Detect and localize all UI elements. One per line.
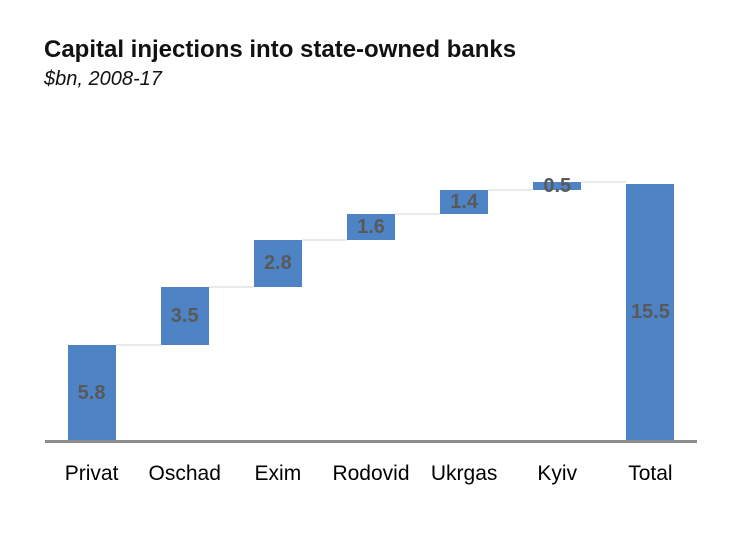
- x-axis-label-privat: Privat: [64, 462, 119, 485]
- connector-line: [395, 212, 441, 215]
- connector-line: [581, 181, 627, 184]
- x-axis-label-ukrgas: Ukrgas: [430, 462, 498, 485]
- bar-total: [626, 183, 675, 441]
- x-axis-label-kyiv: Kyiv: [537, 462, 578, 485]
- bar-exim: [253, 240, 302, 287]
- bar-kyiv: [533, 182, 582, 191]
- chart-subtitle: $bn, 2008-17: [44, 68, 162, 90]
- value-label-rodovid: 1.6: [357, 215, 385, 238]
- value-label-total: 15.5: [630, 301, 670, 324]
- bar-rodovid: [347, 213, 395, 241]
- plot-area: 5.8 Privat 3.5 Oschad 2.8 Exim 1.6 Rodovid 1.4 Uk…: [45, 170, 697, 500]
- x-axis-line: [45, 439, 697, 443]
- value-label-oschad: 3.5: [170, 304, 199, 327]
- x-axis-label-rodovid: Rodovid: [332, 462, 410, 485]
- value-label-exim: 2.8: [263, 252, 292, 275]
- connector-line: [488, 189, 534, 192]
- bar-ukrgas: [440, 190, 489, 214]
- connector-line: [301, 239, 347, 242]
- x-axis-label-total: Total: [628, 462, 673, 485]
- value-label-privat: 5.8: [77, 381, 106, 404]
- x-axis-label-exim: Exim: [254, 462, 302, 485]
- bar-privat: [67, 344, 116, 441]
- chart-title: Capital injections into state-owned bank…: [44, 36, 517, 63]
- connector-line: [208, 285, 254, 288]
- value-label-kyiv: 0.5: [543, 175, 572, 198]
- bar-oschad: [160, 286, 209, 345]
- connector-line: [115, 343, 161, 346]
- value-label-ukrgas: 1.4: [450, 190, 479, 213]
- x-axis-label-oschad: Oschad: [148, 462, 221, 485]
